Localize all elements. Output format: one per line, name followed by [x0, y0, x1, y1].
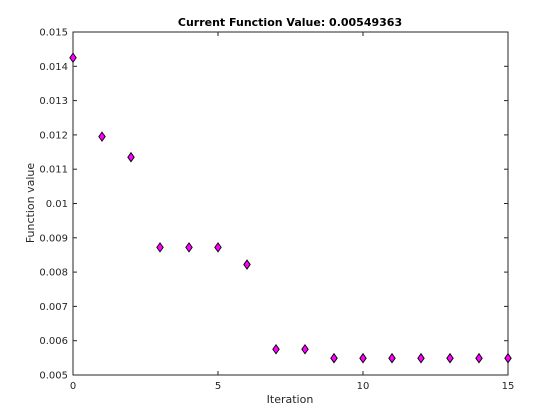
y-tick-label: 0.015	[39, 28, 68, 39]
data-point	[417, 352, 425, 364]
data-point	[446, 352, 454, 364]
y-tick-label: 0.008	[39, 268, 68, 279]
y-tick-label: 0.014	[39, 62, 68, 73]
y-tick-label: 0.01	[46, 199, 68, 210]
data-point	[330, 352, 338, 364]
data-point	[69, 52, 77, 64]
x-tick-label: 0	[70, 381, 76, 392]
data-point	[214, 242, 222, 253]
x-tick-label: 5	[215, 381, 221, 392]
data-point	[127, 151, 135, 163]
y-tick-label: 0.011	[39, 165, 68, 176]
chart-title: Current Function Value: 0.00549363	[178, 16, 402, 29]
y-axis: 0.005 0.006 0.007 0.008 0.009 0.01 0.011 0.012 0…	[39, 28, 508, 382]
data-point	[98, 131, 106, 142]
x-axis: 0 5 10 15	[70, 32, 515, 392]
x-tick-label: 15	[502, 381, 515, 392]
data-point	[185, 242, 193, 253]
y-axis-label: Function value	[24, 163, 37, 244]
data-point	[388, 352, 396, 364]
x-axis-label: Iteration	[267, 393, 314, 406]
y-tick-label: 0.012	[39, 130, 68, 141]
y-tick-label: 0.009	[39, 233, 68, 244]
data-markers	[69, 52, 512, 364]
data-point	[156, 242, 164, 253]
data-point	[475, 352, 483, 364]
y-tick-label: 0.013	[39, 96, 68, 107]
data-point	[504, 352, 512, 364]
data-point	[359, 352, 367, 364]
y-tick-label: 0.006	[39, 336, 68, 347]
y-tick-label: 0.007	[39, 302, 68, 313]
data-point	[301, 343, 309, 355]
data-point	[243, 259, 251, 270]
x-tick-label: 10	[357, 381, 370, 392]
plot-area	[72, 31, 509, 376]
y-tick-label: 0.005	[39, 371, 68, 382]
data-point	[272, 343, 280, 355]
